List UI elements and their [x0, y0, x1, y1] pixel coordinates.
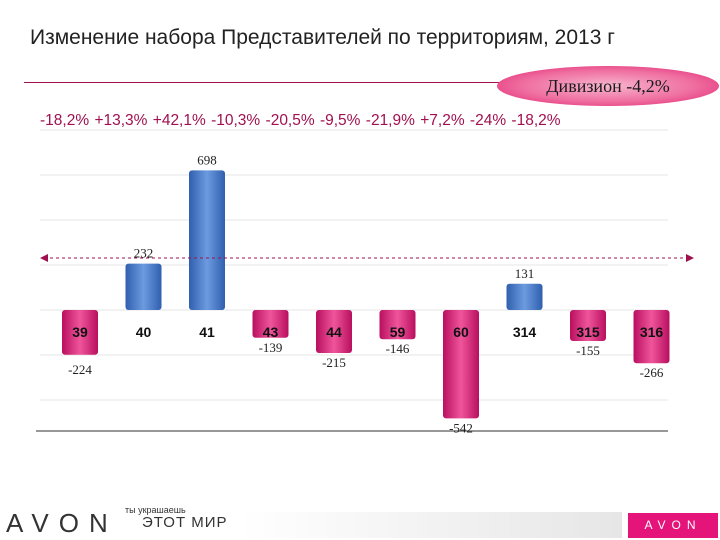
- category-label: 43: [263, 324, 279, 340]
- value-label: -224: [68, 362, 92, 377]
- percent-label: -18,2%: [40, 112, 90, 129]
- percent-label: -24%: [469, 112, 507, 129]
- percent-label: -9,5%: [319, 112, 361, 129]
- category-label: 315: [576, 324, 600, 340]
- bar: [189, 170, 225, 310]
- category-label: 59: [390, 324, 406, 340]
- category-label: 40: [136, 324, 152, 340]
- percent-label: -18,2%: [511, 112, 561, 129]
- avon-logo-right: AVON: [628, 513, 718, 538]
- chart-title: Изменение набора Представителей по терри…: [30, 26, 615, 49]
- percent-row: -18,2% +13,3% +42,1% -10,3% -20,5% -9,5%…: [40, 112, 561, 130]
- footer-bar: [240, 512, 622, 538]
- value-label: 232: [134, 246, 154, 261]
- percent-label: +7,2%: [420, 112, 465, 129]
- value-label: 698: [197, 152, 217, 167]
- bar: [316, 310, 352, 353]
- category-label: 60: [453, 324, 469, 340]
- value-label: -266: [640, 365, 664, 380]
- category-label: 41: [199, 324, 215, 340]
- value-label: 131: [515, 266, 535, 281]
- slogan: ЭТОТ МИР: [142, 514, 228, 531]
- category-label: 39: [72, 324, 88, 340]
- percent-label: -21,9%: [365, 112, 415, 129]
- category-label: 314: [513, 324, 537, 340]
- category-label: 316: [640, 324, 664, 340]
- slogan-top: ты украшаешь: [125, 505, 186, 515]
- bar: [506, 283, 543, 310]
- bar: [125, 263, 162, 310]
- value-label: -139: [259, 340, 283, 355]
- avon-logo-left: AVON: [6, 508, 118, 538]
- reference-line: [40, 254, 694, 262]
- bar: [633, 310, 670, 364]
- percent-label: -20,5%: [265, 112, 315, 129]
- percent-label: +13,3%: [94, 112, 148, 129]
- bar: [379, 310, 416, 340]
- percent-label: -10,3%: [211, 112, 261, 129]
- title-underline: [24, 82, 504, 83]
- bar: [62, 310, 98, 355]
- percent-label: +42,1%: [152, 112, 206, 129]
- bar: [443, 310, 479, 419]
- value-label: -215: [322, 355, 346, 370]
- bar: [252, 310, 289, 338]
- bar: [570, 310, 606, 341]
- category-label: 44: [326, 324, 342, 340]
- value-label: -155: [576, 343, 600, 358]
- value-label: -542: [449, 420, 473, 435]
- division-badge: Дивизион -4,2%: [497, 66, 719, 106]
- value-label: -146: [386, 341, 410, 356]
